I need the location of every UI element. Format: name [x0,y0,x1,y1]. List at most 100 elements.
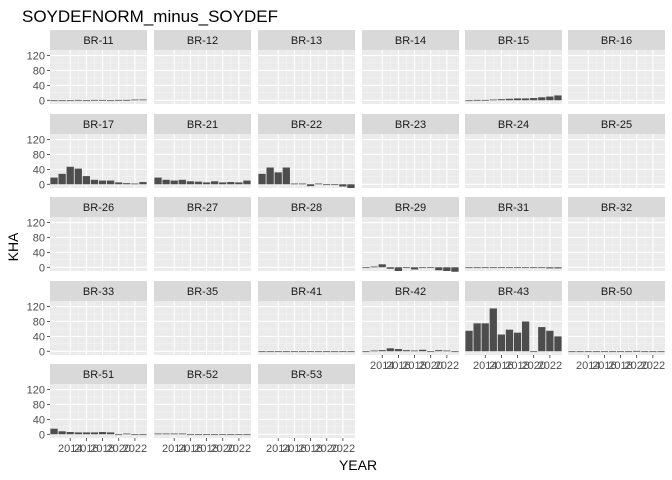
facet-strip-label: BR-14 [395,35,426,47]
bar [58,173,66,185]
bar [657,351,665,353]
panel-background [568,134,665,188]
facet-strip [258,197,355,217]
panel-background [362,301,459,355]
bar [362,267,370,269]
facet-strip [258,364,355,384]
facet-strip-label: BR-53 [291,369,322,381]
facet-strip-label: BR-11 [83,35,113,47]
panel-background [154,134,251,188]
x-tick-label: 2014 [473,360,497,372]
facet-strip-label: BR-21 [187,119,218,131]
y-axis-title: KHA [5,232,21,261]
bar [82,176,91,185]
y-tick-label: 40 [33,247,45,259]
bar [394,267,403,271]
y-tick-label: 80 [33,316,45,328]
facet-strip-label: BR-29 [395,202,426,214]
bar [266,351,274,353]
x-tick-label: 2016 [74,443,98,455]
facet-strip [465,197,562,217]
x-tick-label: 2022 [227,443,251,455]
facet-strip [258,281,355,301]
x-tick-label: 2020 [418,360,442,372]
bar [538,327,546,352]
bar [98,180,107,185]
facet-strip [154,364,251,384]
facet-panel: BR-23 [362,114,459,188]
facet-strip [362,281,459,301]
bar [115,434,123,436]
facet-strip-label: BR-35 [187,286,218,298]
x-tick-label: 2016 [386,360,410,372]
y-tick-label: 0 [39,429,45,441]
bar [123,183,131,185]
bar [131,99,139,101]
panel-background [465,301,562,355]
bar [370,350,378,352]
bar [435,350,443,352]
bar [633,350,641,352]
panel-background [568,301,665,355]
bar [339,184,347,187]
bar [227,182,235,185]
bar [219,434,227,436]
facet-strip-label: BR-23 [395,119,426,131]
facet-strip-label: BR-32 [601,202,632,214]
x-tick-label: 2018 [194,443,218,455]
bar [298,351,307,353]
facet-panel: BR-32 [568,197,665,271]
facet-strip [465,30,562,50]
bar [530,98,538,101]
bar [616,351,625,353]
bar [243,180,251,185]
bar [505,98,514,101]
bar [451,351,459,353]
bar [427,351,435,353]
bar [170,180,178,185]
y-tick-label: 0 [39,95,45,107]
bar [106,100,115,102]
y-tick-label: 80 [33,65,45,77]
bar [481,267,489,269]
bar [154,433,162,435]
bar [339,351,347,353]
bar [74,99,82,101]
bar [530,267,538,269]
y-tick-label: 40 [33,164,45,176]
panel-background [50,50,147,104]
facet-strip [568,114,665,134]
bar [418,267,427,269]
bar [66,432,74,435]
bar [82,432,91,435]
x-tick-label: 2016 [592,360,616,372]
facet-strip [362,30,459,50]
y-tick-label: 80 [33,399,45,411]
bar [505,267,514,269]
bar [546,267,554,269]
facet-panels: BR-11 0 40 80 120 BR-12 BR-13 BR-14 BR-15 BR-16 BR… [27,30,665,455]
bar [546,96,554,101]
bar [497,267,506,269]
panel-background [465,50,562,104]
x-tick-label: 2014 [370,360,394,372]
bar [568,351,576,353]
bar [235,182,243,185]
bar [576,351,584,353]
bar [194,434,203,436]
x-tick-label: 2018 [505,360,529,372]
bar [258,351,266,353]
bar [123,99,131,101]
bar [465,267,473,269]
facet-panel: BR-11 0 40 80 120 [27,30,147,107]
bar [90,99,99,101]
bar [473,323,481,352]
facet-strip [50,281,147,301]
bar [649,351,657,353]
panel-background [258,134,355,188]
